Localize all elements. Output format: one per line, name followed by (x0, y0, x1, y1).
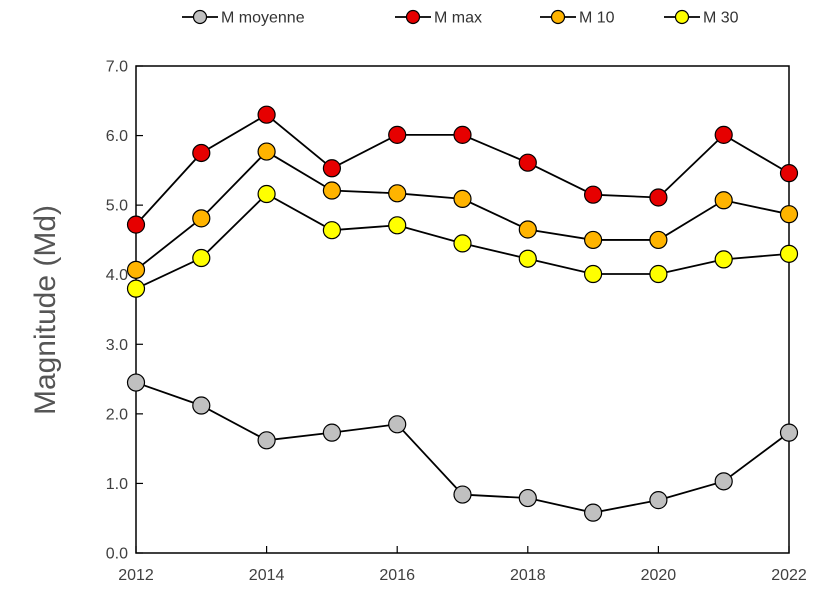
legend: M moyenne M max M 10 M 30 (182, 10, 739, 27)
point-m-10-2015 (322, 181, 341, 200)
point-m-30-2015 (322, 221, 341, 240)
point-m-moyenne-2012 (126, 373, 146, 392)
point-m-10-2012 (126, 260, 146, 279)
x-axis: 2012 2014 2016 2018 2020 2022 (118, 546, 807, 584)
point-m-moyenne-2021 (714, 472, 733, 491)
point-m-moyenne-2014 (257, 431, 276, 450)
point-m-moyenne-2019 (583, 503, 603, 522)
point-m-10-2018 (518, 220, 537, 239)
point-m-30-2016 (388, 216, 407, 235)
y-axis-label: Magnitude (Md) (29, 205, 62, 415)
point-m-30-2013 (192, 248, 211, 268)
point-m-10-2022 (779, 205, 799, 224)
point-m-30-2021 (714, 250, 733, 269)
point-m-moyenne-2016 (388, 415, 407, 434)
y-tick-label-7: 7.0 (106, 59, 128, 76)
point-m-max-2016 (388, 125, 407, 144)
x-tick-label-1: 2014 (249, 567, 285, 584)
point-m-max-2021 (714, 125, 733, 144)
point-m-moyenne-2017 (453, 485, 472, 504)
y-tick-label-0: 0.0 (106, 546, 128, 563)
plot-area-frame (135, 65, 790, 554)
x-tick-label-3: 2018 (510, 567, 546, 584)
point-m-30-2012 (126, 279, 146, 298)
point-m-10-2016 (388, 184, 407, 203)
legend-label-m-moyenne: M moyenne (221, 10, 305, 27)
point-m-max-2015 (322, 159, 341, 178)
x-tick-label-0: 2012 (118, 567, 154, 584)
y-tick-label-5: 5.0 (106, 198, 128, 215)
point-m-max-2020 (649, 188, 668, 207)
point-m-moyenne-2015 (322, 423, 341, 442)
legend-label-m-max: M max (434, 10, 482, 27)
point-m-30-2017 (453, 234, 472, 253)
point-m-moyenne-2013 (192, 396, 211, 415)
point-m-10-2021 (714, 191, 733, 210)
y-tick-label-3: 3.0 (106, 337, 128, 354)
point-m-max-2012 (126, 215, 146, 234)
series-layer (126, 105, 799, 522)
point-m-moyenne-2020 (649, 491, 668, 510)
x-tick-label-5: 2022 (771, 567, 807, 584)
point-m-moyenne-2022 (779, 423, 799, 442)
point-m-30-2014 (257, 184, 276, 204)
point-m-max-2017 (453, 125, 472, 144)
y-tick-label-6: 6.0 (106, 128, 128, 145)
legend-marker-m-30 (674, 9, 690, 25)
legend-marker-m-max (405, 9, 421, 25)
point-m-10-2020 (649, 230, 668, 250)
point-m-30-2019 (583, 264, 603, 284)
legend-label-m-10: M 10 (579, 10, 615, 27)
point-m-10-2017 (453, 189, 472, 208)
point-m-max-2019 (583, 185, 603, 204)
point-m-30-2022 (779, 244, 799, 263)
point-m-moyenne-2018 (518, 488, 537, 508)
y-axis: 0.0 1.0 2.0 3.0 4.0 5.0 6.0 7.0 (106, 59, 143, 563)
point-m-max-2013 (192, 143, 211, 163)
point-m-max-2014 (257, 105, 276, 124)
point-m-10-2019 (583, 230, 603, 250)
point-m-30-2020 (649, 264, 668, 284)
x-tick-label-2: 2016 (379, 567, 415, 584)
point-m-10-2013 (192, 209, 211, 228)
y-tick-label-2: 2.0 (106, 406, 128, 423)
point-m-10-2014 (257, 142, 276, 161)
point-m-max-2022 (779, 164, 799, 183)
legend-label-m-30: M 30 (703, 10, 739, 27)
legend-marker-m-10 (550, 9, 566, 25)
y-tick-label-1: 1.0 (106, 476, 128, 493)
point-m-30-2018 (518, 249, 537, 268)
point-m-max-2018 (518, 153, 537, 172)
x-tick-label-4: 2020 (641, 567, 677, 584)
y-tick-label-4: 4.0 (106, 267, 128, 284)
legend-marker-m-moyenne (192, 9, 208, 25)
